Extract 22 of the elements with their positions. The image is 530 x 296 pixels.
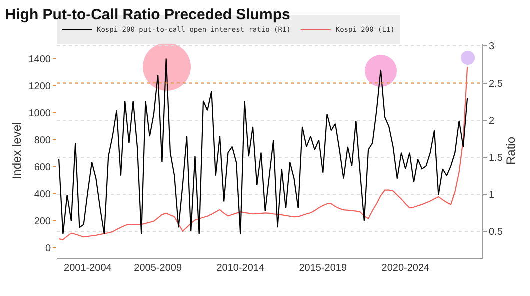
y2-tick-label: 3 [489,42,495,53]
y-axis-title: Index level [10,122,24,180]
x-tick-label: 2010-2014 [216,263,265,274]
y2-tick-label: 2.5 [489,78,504,90]
y2-tick-label: 2 [489,116,495,127]
y-tick-label: 1200 [28,81,52,92]
y-tick-label: 0 [45,243,52,254]
y2-tick-label: 1.5 [489,152,504,164]
chart-title: High Put-to-Call Ratio Preceded Slumps [5,6,290,24]
x-tick-label: 2015-2019 [299,263,348,274]
x-tick-label: 2020-2024 [382,263,430,274]
y-tick-label: 200 [34,216,52,228]
y-tick-label: 800 [34,135,52,146]
y-tick-label: 1000 [28,108,52,120]
y-tick-label: 400 [34,189,52,200]
x-tick-label: 2005-2009 [134,263,182,274]
y2-tick-label: 0.5 [489,226,504,238]
y-tick-label: 600 [34,162,52,174]
y2-axis-title: Ratio [504,136,518,166]
y-tick-label: 1400 [28,54,52,66]
x-tick-label: 2001-2004 [64,263,112,274]
y2-tick-label: 1 [489,190,495,201]
